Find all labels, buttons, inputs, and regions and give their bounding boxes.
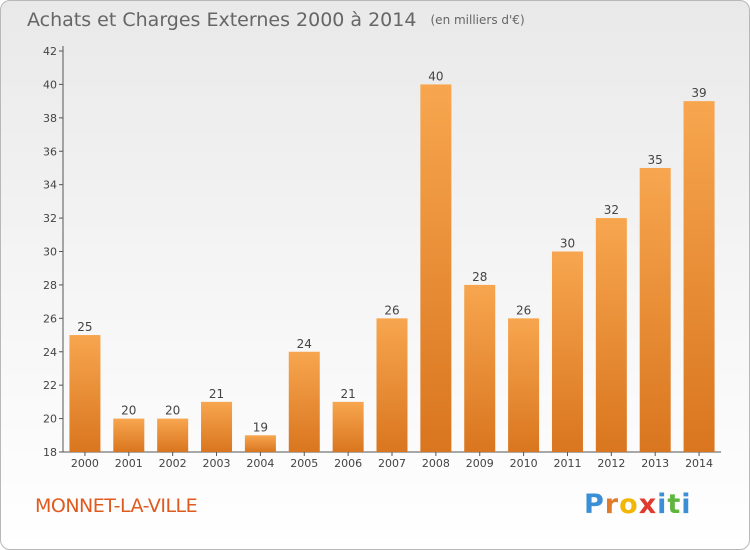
x-tick-label: 2014 (685, 457, 713, 470)
y-tick-label: 42 (43, 45, 57, 58)
bar (332, 401, 364, 452)
value-labels: 25 20 20 21 19 24 21 26 40 28 26 30 32 35 39 (77, 69, 706, 434)
bar-value-label: 24 (297, 337, 312, 351)
bar-value-label: 30 (560, 237, 575, 251)
logo-letter: P (584, 489, 605, 520)
y-tick-label: 40 (43, 78, 57, 91)
commune-name: MONNET-LA-VILLE (35, 495, 198, 517)
y-tick-label: 28 (43, 279, 57, 292)
y-tick-label: 32 (43, 212, 57, 225)
y-tick-label: 18 (43, 446, 57, 459)
y-tick-label: 22 (43, 379, 57, 392)
bar (639, 167, 671, 453)
bar (551, 251, 583, 452)
chart-subtitle: (en milliers d'€) (430, 13, 525, 27)
bar-value-label: 21 (340, 387, 355, 401)
x-tick-label: 2008 (422, 457, 450, 470)
bar (157, 418, 189, 452)
logo-letter: t (667, 489, 682, 520)
bar-value-label: 21 (209, 387, 224, 401)
bar-value-label: 32 (604, 203, 619, 217)
x-tick-label: 2011 (553, 457, 581, 470)
logo-letter: i (657, 489, 668, 520)
bar (69, 335, 101, 452)
y-tick-label: 30 (43, 246, 57, 259)
y-tick-label: 26 (43, 312, 57, 325)
bar-value-label: 39 (691, 86, 706, 100)
x-tick-label: 2000 (71, 457, 99, 470)
x-tick-label: 2006 (334, 457, 362, 470)
bar-value-label: 35 (648, 153, 663, 167)
bar (288, 351, 320, 452)
x-tick-label: 2013 (641, 457, 669, 470)
logo-letter: r (604, 489, 620, 520)
y-tick-label: 38 (43, 112, 57, 125)
bar-value-label: 28 (472, 270, 487, 284)
y-tick-label: 20 (43, 413, 57, 426)
x-tick-label: 2012 (597, 457, 625, 470)
x-tick-label: 2010 (510, 457, 538, 470)
bar-value-label: 40 (428, 69, 443, 83)
bar-value-label: 26 (384, 303, 399, 317)
chart-title-text: Achats et Charges Externes 2000 à 2014 (27, 9, 417, 31)
logo-letter: i (681, 489, 692, 520)
x-tick-label: 2005 (290, 457, 318, 470)
x-tick-label: 2003 (203, 457, 231, 470)
bar (464, 284, 496, 452)
x-tick-label: 2007 (378, 457, 406, 470)
bar (201, 401, 233, 452)
bar (683, 101, 715, 452)
x-tick-label: 2002 (159, 457, 187, 470)
x-tick-label: 2001 (115, 457, 143, 470)
bar (508, 318, 540, 452)
x-tick-label: 2009 (466, 457, 494, 470)
bar (113, 418, 145, 452)
bar (595, 218, 627, 452)
x-tick-label: 2004 (246, 457, 274, 470)
y-tick-label: 36 (43, 145, 57, 158)
bars (69, 84, 715, 453)
bar-value-label: 26 (516, 303, 531, 317)
bar-value-label: 20 (121, 404, 136, 418)
bar (376, 318, 408, 452)
bar (244, 435, 276, 452)
chart-title: Achats et Charges Externes 2000 à 2014 (… (27, 9, 525, 31)
bar-value-label: 19 (253, 420, 268, 434)
bar (420, 84, 452, 453)
logo-letter: x (638, 489, 658, 520)
logo-letter: o (619, 489, 639, 520)
proxiti-logo: Proxiti (584, 489, 692, 520)
y-tick-label: 34 (43, 179, 57, 192)
y-tick-label: 24 (43, 346, 57, 359)
bar-value-label: 20 (165, 404, 180, 418)
bar-value-label: 25 (77, 320, 92, 334)
